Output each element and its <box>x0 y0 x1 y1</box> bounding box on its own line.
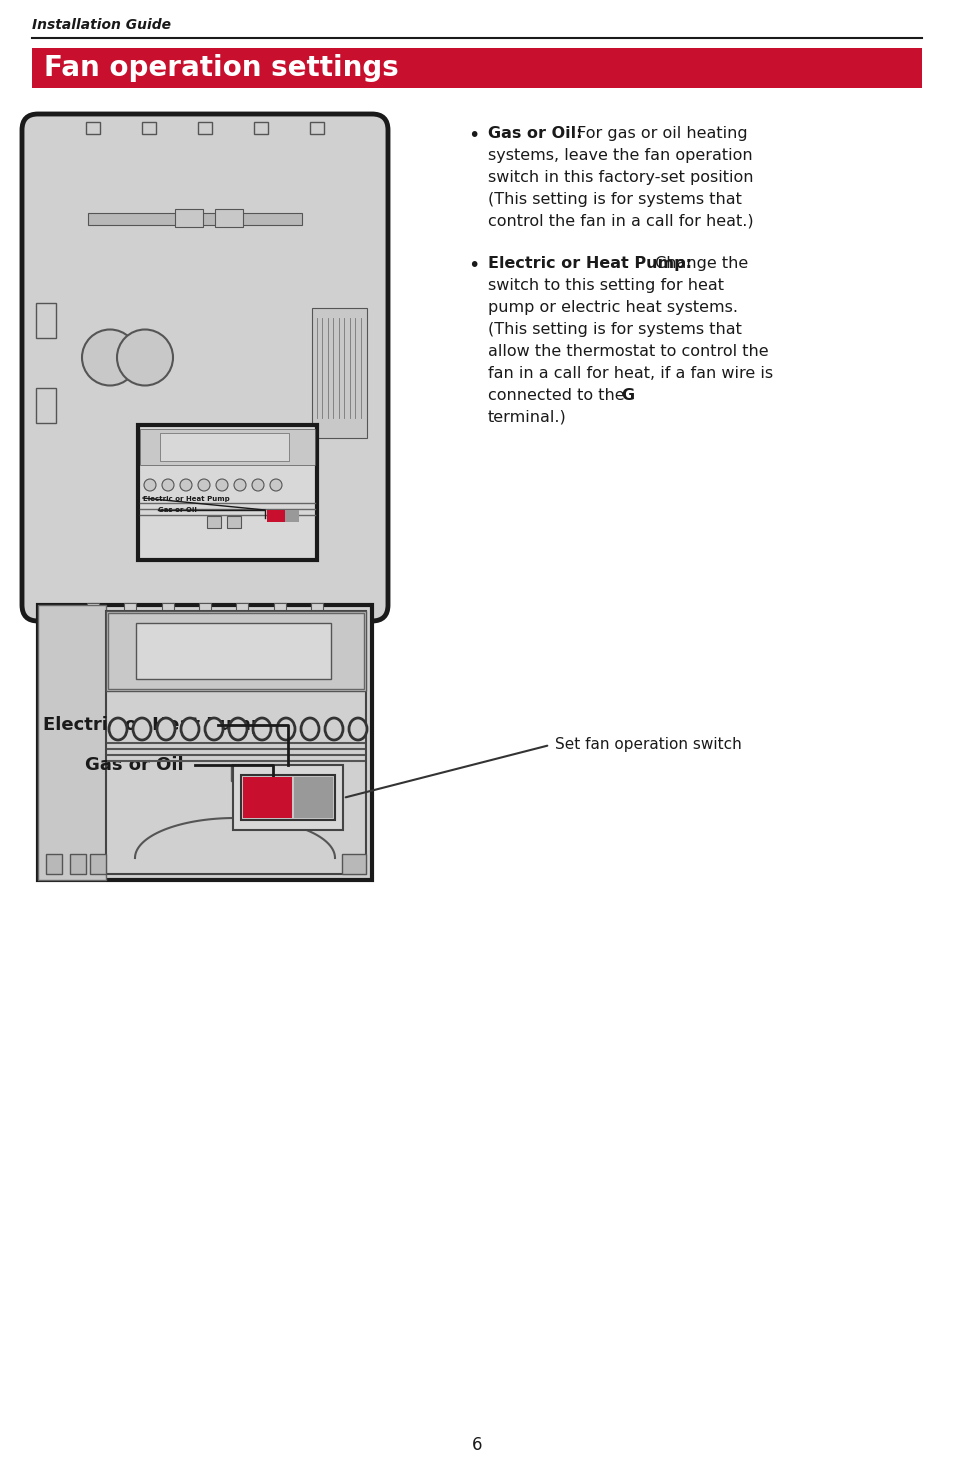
Bar <box>140 426 314 558</box>
Text: switch in this factory-set position: switch in this factory-set position <box>488 170 753 184</box>
Bar <box>285 510 298 522</box>
Text: •: • <box>468 257 478 274</box>
Bar <box>86 122 100 134</box>
Bar <box>236 603 248 614</box>
Bar <box>160 434 289 462</box>
Circle shape <box>233 479 246 491</box>
Ellipse shape <box>181 718 199 740</box>
Bar <box>174 209 203 227</box>
Bar <box>233 766 343 830</box>
Bar <box>274 603 285 614</box>
Circle shape <box>82 329 138 385</box>
Circle shape <box>144 479 156 491</box>
Text: Installation Guide: Installation Guide <box>32 18 171 32</box>
Bar <box>32 49 921 88</box>
Bar <box>341 854 366 875</box>
Bar <box>87 603 99 614</box>
Bar <box>38 605 106 881</box>
Ellipse shape <box>205 718 223 740</box>
Ellipse shape <box>109 718 127 740</box>
Text: fan in a call for heat, if a fan wire is: fan in a call for heat, if a fan wire is <box>488 366 772 381</box>
Bar <box>199 603 211 614</box>
Bar <box>36 388 56 422</box>
Ellipse shape <box>132 718 151 740</box>
Bar <box>38 605 372 881</box>
Bar <box>311 603 323 614</box>
Bar <box>138 425 316 560</box>
Ellipse shape <box>276 718 294 740</box>
Text: terminal.): terminal.) <box>488 410 566 425</box>
Ellipse shape <box>301 718 318 740</box>
Text: pump or electric heat systems.: pump or electric heat systems. <box>488 299 738 316</box>
Text: systems, leave the fan operation: systems, leave the fan operation <box>488 148 752 164</box>
Circle shape <box>162 479 173 491</box>
Bar <box>294 777 333 819</box>
Text: connected to the: connected to the <box>488 388 629 403</box>
Text: •: • <box>468 125 478 145</box>
Bar <box>267 510 285 522</box>
Ellipse shape <box>253 718 271 740</box>
Circle shape <box>198 479 210 491</box>
Circle shape <box>252 479 264 491</box>
Ellipse shape <box>157 718 174 740</box>
Bar <box>124 603 136 614</box>
Ellipse shape <box>229 718 247 740</box>
Bar <box>140 429 314 465</box>
Text: G: G <box>620 388 634 403</box>
Text: Gas or Oil: Gas or Oil <box>158 507 196 513</box>
Text: Change the: Change the <box>649 257 747 271</box>
Bar <box>46 854 62 875</box>
Bar <box>36 302 56 338</box>
Text: Electric or Heat Pump: Electric or Heat Pump <box>143 496 230 502</box>
Text: 6: 6 <box>471 1437 482 1454</box>
FancyBboxPatch shape <box>22 114 388 621</box>
Ellipse shape <box>325 718 343 740</box>
Bar <box>198 122 212 134</box>
Bar <box>227 516 241 528</box>
Text: switch to this setting for heat: switch to this setting for heat <box>488 277 723 294</box>
Bar <box>70 854 86 875</box>
Text: Set fan operation switch: Set fan operation switch <box>555 738 741 752</box>
Circle shape <box>270 479 282 491</box>
Bar <box>255 766 274 780</box>
Circle shape <box>180 479 192 491</box>
Bar <box>142 122 156 134</box>
Text: For gas or oil heating: For gas or oil heating <box>572 125 747 142</box>
Bar <box>88 212 302 226</box>
Bar <box>161 603 173 614</box>
Text: Gas or Oil: Gas or Oil <box>85 757 183 774</box>
Text: allow the thermostat to control the: allow the thermostat to control the <box>488 344 768 358</box>
Bar <box>106 611 366 875</box>
Text: control the fan in a call for heat.): control the fan in a call for heat.) <box>488 214 753 229</box>
Bar <box>106 611 366 690</box>
Bar <box>207 516 221 528</box>
Circle shape <box>117 329 172 385</box>
Bar <box>90 854 106 875</box>
Bar <box>136 622 331 678</box>
Bar <box>108 614 364 689</box>
Text: Electric or Heat Pump: Electric or Heat Pump <box>43 715 263 735</box>
Bar <box>214 209 243 227</box>
Bar <box>312 307 367 438</box>
Text: Fan operation settings: Fan operation settings <box>44 55 398 83</box>
Circle shape <box>215 479 228 491</box>
Text: (This setting is for systems that: (This setting is for systems that <box>488 192 741 206</box>
Bar <box>243 777 293 819</box>
Bar <box>253 122 268 134</box>
Text: Gas or Oil:: Gas or Oil: <box>488 125 582 142</box>
Text: (This setting is for systems that: (This setting is for systems that <box>488 322 741 336</box>
Bar <box>231 766 249 780</box>
Ellipse shape <box>349 718 367 740</box>
Text: Electric or Heat Pump:: Electric or Heat Pump: <box>488 257 691 271</box>
Bar <box>241 774 335 820</box>
Bar <box>310 122 324 134</box>
